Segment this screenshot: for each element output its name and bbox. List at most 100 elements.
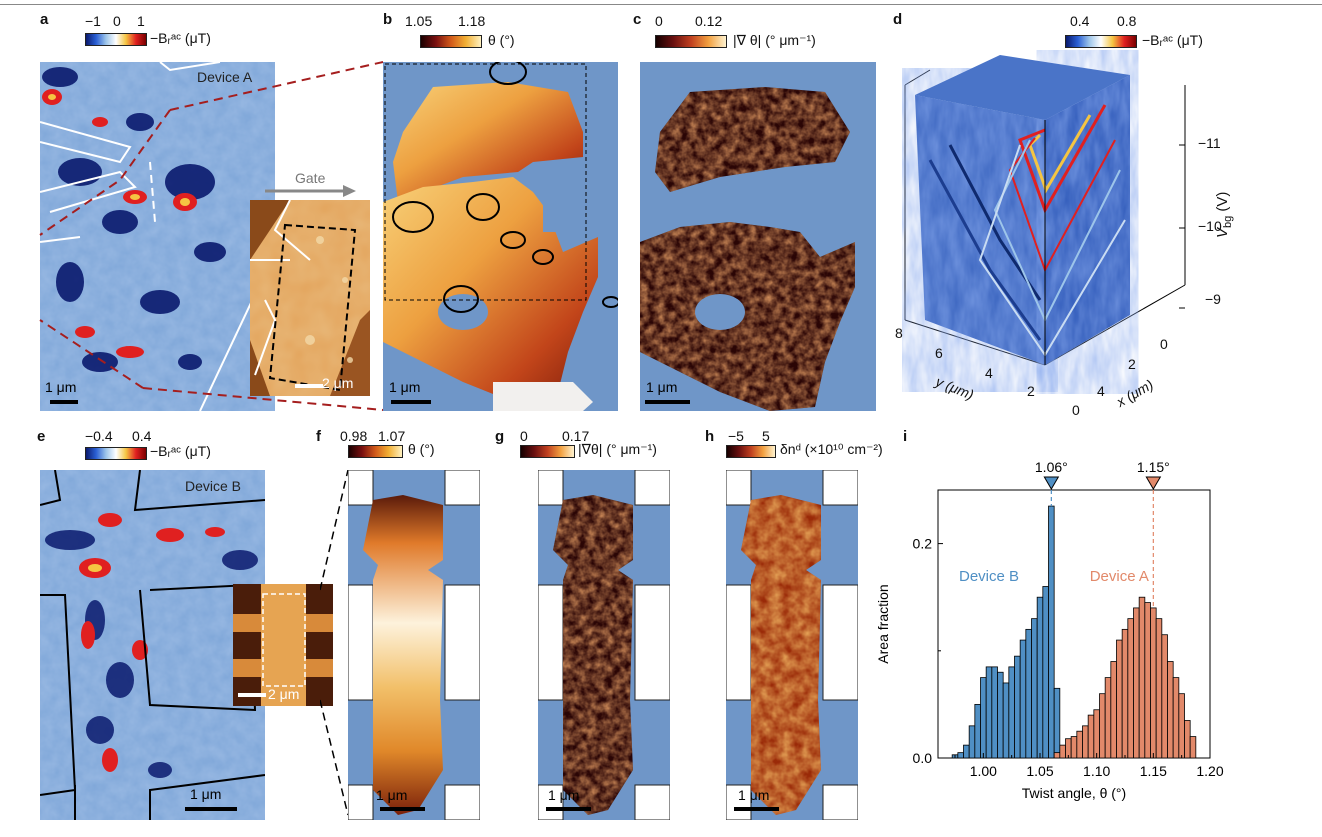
hist-bar-b bbox=[974, 703, 981, 759]
panel-e-label: e bbox=[37, 428, 46, 445]
hist-bar-b bbox=[1031, 618, 1038, 759]
panel-e-cb-unit: −Bᵣᵃᶜ (μT) bbox=[150, 443, 211, 459]
hist-bar-a bbox=[1110, 661, 1117, 759]
panel-i-label: i bbox=[903, 428, 908, 445]
hist-bar-a bbox=[1184, 720, 1191, 759]
panel-c-cb-max: 0.12 bbox=[695, 13, 723, 29]
panel-h-scale-text: 1 μm bbox=[738, 787, 770, 803]
hist-bar-a bbox=[1104, 677, 1112, 759]
hist-bar-b bbox=[1008, 666, 1015, 759]
panel-e-cb-max: 0.4 bbox=[132, 428, 152, 444]
hist-bar-b bbox=[1036, 596, 1044, 759]
panel-a-inset-afm: 2 μm bbox=[250, 200, 370, 396]
hist-bar-b bbox=[963, 744, 970, 759]
panel-f-scale-text: 1 μm bbox=[376, 787, 408, 803]
panel-e-cb-min: −0.4 bbox=[85, 428, 113, 444]
marker-label: 1.06° bbox=[1035, 459, 1068, 475]
hist-bar-b bbox=[1019, 639, 1027, 759]
hist-bar-b bbox=[968, 725, 976, 759]
y-axis-label: Area fraction bbox=[875, 584, 891, 663]
panel-c-scale-bar bbox=[645, 400, 690, 404]
panel-h-map: 1 μm bbox=[726, 470, 858, 820]
panel-f-cb-max: 1.07 bbox=[378, 428, 406, 444]
hist-bar-b bbox=[957, 752, 964, 759]
hist-bar-b bbox=[991, 666, 998, 759]
panel-d-y-tick-0: 8 bbox=[895, 325, 903, 341]
panel-b-map: 1 μm bbox=[383, 62, 618, 411]
panel-b-cb-min: 1.05 bbox=[405, 13, 433, 29]
hist-bar-a bbox=[1189, 736, 1197, 759]
panel-d-x-tick-0: 0 bbox=[1160, 336, 1168, 352]
panel-d-vbg-symbol: V bbox=[1214, 227, 1231, 238]
panel-f-map: 1 μm bbox=[348, 470, 480, 820]
panel-c-map: 1 μm bbox=[640, 62, 876, 411]
hist-bar-b bbox=[1048, 505, 1055, 759]
panel-d-vbg-unit: (V) bbox=[1214, 191, 1231, 216]
panel-h-colorbar bbox=[726, 445, 776, 458]
panel-d-cb-max: 0.8 bbox=[1117, 13, 1137, 29]
panel-c-scale-text: 1 μm bbox=[646, 379, 678, 395]
panel-a-cb-min: −1 bbox=[85, 13, 101, 29]
panel-d-vbg-label: Vbg (V) bbox=[1214, 192, 1234, 238]
hist-bar-a bbox=[1087, 714, 1095, 759]
panel-d-vbg-tick-0: −11 bbox=[1198, 135, 1221, 151]
panel-d-x-tick-3: 0 bbox=[1072, 402, 1080, 418]
panel-a-cb-unit: −Bᵣᵃᶜ (μT) bbox=[150, 30, 211, 46]
hist-bar-b bbox=[1053, 687, 1061, 759]
hist-bar-a bbox=[1138, 596, 1146, 759]
panel-e-inset-afm: 2 μm bbox=[233, 584, 333, 706]
panel-b-scale-text: 1 μm bbox=[389, 379, 421, 395]
panel-b-label: b bbox=[383, 11, 393, 28]
panel-g-colorbar bbox=[520, 445, 575, 458]
panel-f-colorbar bbox=[348, 445, 403, 458]
panel-d-y-tick-1: 6 bbox=[935, 345, 943, 361]
top-rule bbox=[0, 4, 1322, 5]
panel-d-label: d bbox=[893, 11, 903, 28]
panel-b-cb-unit: θ (°) bbox=[488, 32, 515, 48]
panel-a-scale-text: 1 μm bbox=[45, 379, 77, 395]
panel-a-scale-bar bbox=[50, 400, 78, 404]
x-tick-label: 1.10 bbox=[1083, 763, 1110, 779]
hist-bar-a bbox=[1076, 730, 1083, 759]
panel-a-gate-label: Gate bbox=[295, 170, 326, 186]
panel-g-cb-unit: |∇θ| (° μm⁻¹) bbox=[578, 441, 657, 457]
panel-f-cb-min: 0.98 bbox=[340, 428, 368, 444]
zoom-lines-a-b bbox=[39, 61, 384, 411]
legend-device-a: Device A bbox=[1090, 568, 1149, 585]
panel-c-label: c bbox=[633, 11, 642, 28]
panel-b-colorbar bbox=[420, 35, 482, 48]
x-tick-label: 1.05 bbox=[1026, 763, 1053, 779]
panel-e-inset-scale-text: 2 μm bbox=[268, 686, 300, 702]
panel-g-label: g bbox=[495, 428, 505, 445]
panel-g-cb-min: 0 bbox=[520, 428, 528, 444]
panel-d-colorbar bbox=[1065, 35, 1137, 48]
hist-bar-a bbox=[1150, 607, 1157, 759]
x-tick-label: 1.15 bbox=[1140, 763, 1167, 779]
hist-bar-b bbox=[980, 677, 987, 759]
panel-c-cb-min: 0 bbox=[655, 13, 663, 29]
panel-d-vbg-sub: bg bbox=[1222, 215, 1234, 228]
panel-e-device-label: Device B bbox=[185, 478, 242, 494]
panel-d-vbg-tick-2: −9 bbox=[1205, 291, 1221, 307]
y-tick-label: 0.0 bbox=[913, 750, 933, 766]
panel-d-3d-cube bbox=[904, 55, 1186, 366]
marker-triangle-icon bbox=[1145, 476, 1162, 490]
marker-triangle-icon bbox=[1043, 476, 1060, 490]
panel-g-scale-bar bbox=[546, 807, 591, 811]
x-tick-label: 1.00 bbox=[970, 763, 997, 779]
legend-device-b: Device B bbox=[959, 568, 1019, 585]
hist-bar-b bbox=[1042, 586, 1049, 759]
panel-g-map: 1 μm bbox=[538, 470, 670, 820]
panel-e-inset-scale-bar bbox=[238, 693, 266, 697]
hist-bar-a bbox=[1099, 693, 1106, 759]
hist-bar-b bbox=[985, 666, 993, 759]
x-tick-label: 1.20 bbox=[1196, 763, 1223, 779]
panel-h-cb-unit: δnᵈ (×10¹⁰ cm⁻²) bbox=[780, 441, 883, 457]
panel-h-cb-min: −5 bbox=[728, 428, 744, 444]
panel-a-inset-scale-bar bbox=[295, 384, 323, 388]
panel-d-y-tick-2: 4 bbox=[985, 365, 993, 381]
gate-arrow-icon bbox=[265, 185, 356, 197]
panel-d-x-tick-2: 4 bbox=[1097, 383, 1105, 399]
hist-bar-a bbox=[1093, 709, 1100, 759]
panel-f-cb-unit: θ (°) bbox=[408, 441, 435, 457]
